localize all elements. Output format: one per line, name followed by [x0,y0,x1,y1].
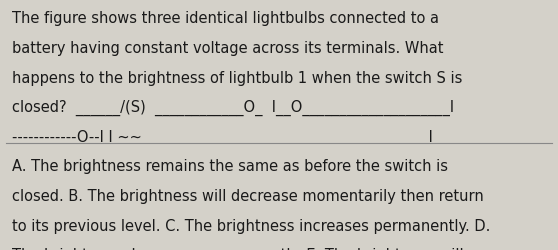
Text: closed. B. The brightness will decrease momentarily then return: closed. B. The brightness will decrease … [12,188,484,203]
Text: happens to the brightness of lightbulb 1 when the switch S is: happens to the brightness of lightbulb 1… [12,70,463,85]
Text: closed?  ______/(S)  ____________O_  I__O____________________I: closed? ______/(S) ____________O_ I__O__… [12,100,454,116]
Text: to its previous level. C. The brightness increases permanently. D.: to its previous level. C. The brightness… [12,218,490,233]
Text: ------------O--I I ~~                                                           : ------------O--I I ~~ [12,129,433,144]
Text: battery having constant voltage across its terminals. What: battery having constant voltage across i… [12,41,444,56]
Text: A. The brightness remains the same as before the switch is: A. The brightness remains the same as be… [12,159,448,174]
Text: The brightness decreases permanently. E. The brightness will: The brightness decreases permanently. E.… [12,247,464,250]
Text: The figure shows three identical lightbulbs connected to a: The figure shows three identical lightbu… [12,11,439,26]
